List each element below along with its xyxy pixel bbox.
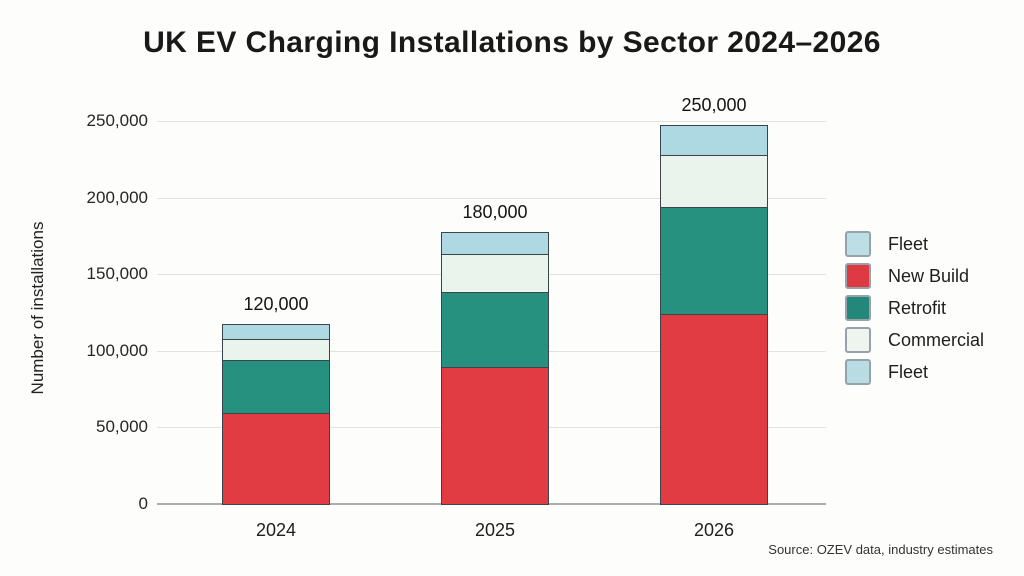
legend-label: Retrofit xyxy=(888,297,947,318)
y-tick-label: 150,000 xyxy=(86,264,148,284)
legend-label: Fleet xyxy=(888,361,929,382)
bar-total-label: 180,000 xyxy=(462,202,528,223)
x-axis-label: 2024 xyxy=(255,520,297,540)
bar-segment-retrofit xyxy=(660,207,768,315)
bar-2024 xyxy=(222,324,330,505)
bar-segment-retrofit xyxy=(222,360,330,415)
legend-item: Commercial xyxy=(845,327,984,353)
bar-segment-new-build xyxy=(222,413,330,505)
bar-total-label: 120,000 xyxy=(243,294,309,315)
legend-item: Fleet xyxy=(845,231,984,257)
legend-swatch xyxy=(845,263,871,289)
legend: Fleet New Build Retrofit Commercial Fleet xyxy=(845,231,984,391)
bar-segment-fleet xyxy=(441,232,549,256)
y-axis: 0 50,000 100,000 150,000 200,000 250,000 xyxy=(0,111,148,513)
bar-segment-commercial xyxy=(441,254,549,293)
legend-label: Fleet xyxy=(888,233,929,254)
chart-title: UK EV Charging Installations by Sector 2… xyxy=(143,26,881,59)
legend-item: Fleet xyxy=(845,359,984,385)
bar-segment-retrofit xyxy=(441,291,549,369)
plot-area: 120,000 2024 180,000 2025 250,000 2026 xyxy=(157,95,826,540)
bar-segment-commercial xyxy=(222,338,330,362)
legend-label: New Build xyxy=(888,265,970,286)
gridline xyxy=(157,121,826,122)
y-tick-label: 100,000 xyxy=(86,340,148,360)
legend-item: New Build xyxy=(845,263,984,289)
legend-swatch xyxy=(845,359,871,385)
bar-total-label: 250,000 xyxy=(681,95,747,115)
legend-swatch xyxy=(845,327,871,353)
x-axis-label: 2026 xyxy=(693,520,735,540)
bar-segment-new-build xyxy=(441,367,549,505)
y-tick-label: 250,000 xyxy=(86,111,148,130)
bar-segment-new-build xyxy=(660,313,768,505)
legend-swatch xyxy=(845,295,871,321)
y-tick-label: 0 xyxy=(138,494,148,513)
bar-segment-commercial xyxy=(660,154,768,209)
legend-label: Commercial xyxy=(888,329,985,350)
gridline xyxy=(157,197,826,199)
x-axis-label: 2025 xyxy=(474,520,516,540)
source-note: Source: OZEV data, industry estimates xyxy=(768,542,993,557)
y-tick-label: 50,000 xyxy=(96,417,148,437)
bar-2025 xyxy=(441,232,549,505)
legend-swatch xyxy=(845,231,871,257)
bar-segment-fleet xyxy=(660,125,768,156)
bar-2026 xyxy=(660,125,768,505)
legend-item: Retrofit xyxy=(845,295,984,321)
bar-segment-fleet xyxy=(222,324,330,340)
y-tick-label: 200,000 xyxy=(86,187,148,207)
